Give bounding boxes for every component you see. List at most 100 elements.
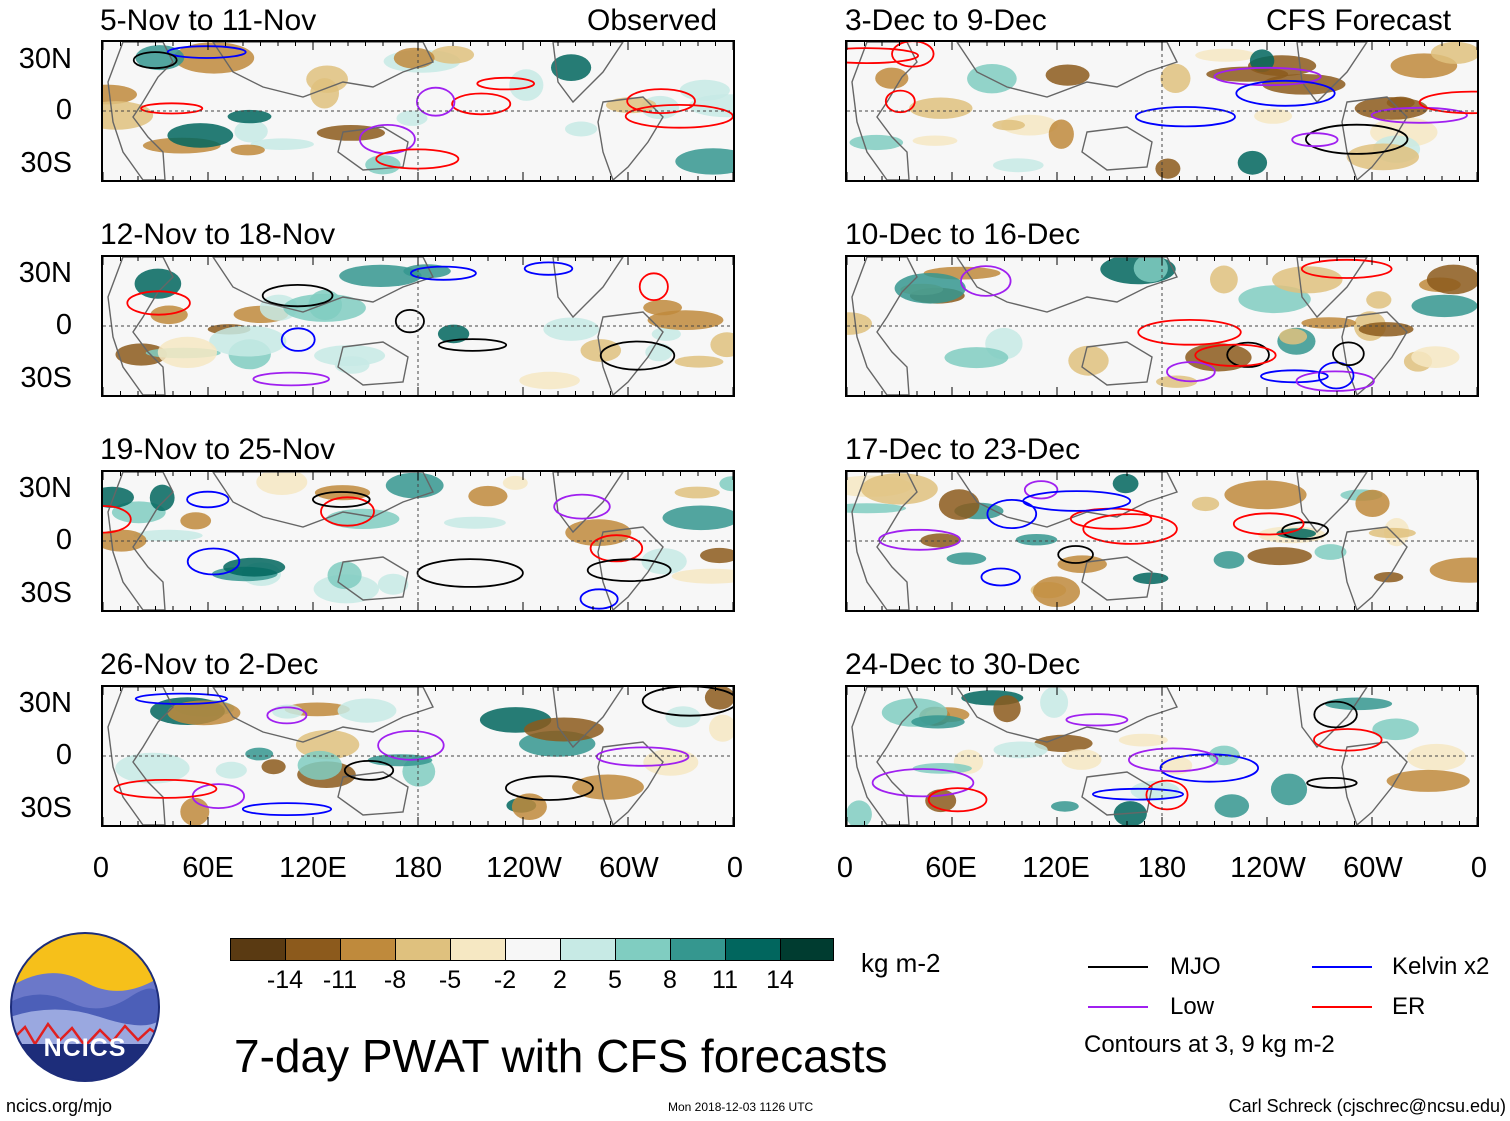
colorbar-tick: -5 xyxy=(438,966,462,994)
wave-contour xyxy=(1145,779,1189,811)
wave-contour xyxy=(126,290,191,316)
coastline xyxy=(1341,96,1408,180)
map-panel-right-2 xyxy=(845,255,1479,397)
coastline xyxy=(956,687,1178,743)
wave-contour xyxy=(1318,361,1355,390)
anomaly-region xyxy=(849,134,904,151)
coastline xyxy=(1081,341,1153,386)
x-label-left-180: 180 xyxy=(393,852,443,884)
coastline xyxy=(337,126,409,171)
wave-contour xyxy=(1235,79,1336,107)
anomaly-region xyxy=(1191,496,1220,512)
anomaly-region xyxy=(1045,64,1090,86)
anomaly-region xyxy=(393,47,435,69)
coastline xyxy=(1081,771,1153,816)
anomaly-region xyxy=(261,759,286,775)
anomaly-region xyxy=(1068,345,1109,376)
anomaly-region xyxy=(1214,794,1250,818)
coastline xyxy=(107,687,174,825)
anomaly-region xyxy=(326,508,400,529)
coastline xyxy=(107,257,174,395)
colorbar-box-10 xyxy=(725,938,781,961)
anomaly-region xyxy=(911,715,965,729)
x-label-left-60w: 60W xyxy=(599,852,659,884)
colorbar-tick: 8 xyxy=(663,966,677,994)
anomaly-region xyxy=(297,750,342,780)
anomaly-region xyxy=(1160,63,1191,93)
wave-contour xyxy=(437,338,508,352)
wave-contour xyxy=(960,265,1012,297)
coastline xyxy=(212,687,434,743)
coastline xyxy=(552,42,624,104)
wave-contour xyxy=(589,534,644,563)
colorbar-tick: 14 xyxy=(766,966,794,994)
wave-contour xyxy=(1137,319,1242,346)
x-label-left-120w: 120W xyxy=(486,852,562,884)
wave-contour xyxy=(134,692,229,705)
coastline xyxy=(337,341,409,386)
map-canvas xyxy=(103,257,733,395)
anomaly-region xyxy=(1061,749,1102,770)
anomaly-region xyxy=(1430,42,1477,64)
anomaly-region xyxy=(157,336,217,368)
wave-contour xyxy=(416,86,456,117)
anomaly-region xyxy=(543,317,599,341)
ncics-logo-emblem xyxy=(10,932,160,1082)
anomaly-region xyxy=(133,529,203,542)
wave-contour xyxy=(638,272,669,302)
coastline xyxy=(851,687,918,825)
anomaly-region xyxy=(1406,743,1467,771)
anomaly-region xyxy=(103,486,134,508)
anomaly-region xyxy=(230,144,265,156)
map-canvas xyxy=(847,257,1477,395)
wave-contour xyxy=(320,496,375,527)
wave-contour xyxy=(1166,361,1216,383)
y-label-eq-1: 0 xyxy=(55,94,72,126)
anomaly-region xyxy=(675,148,733,175)
wave-contour xyxy=(1134,106,1236,128)
anomaly-region xyxy=(283,293,366,322)
anomaly-region xyxy=(1426,264,1477,295)
map-canvas xyxy=(103,472,733,610)
anomaly-region xyxy=(1272,266,1343,294)
y-label-eq-2: 0 xyxy=(55,309,72,341)
coastline xyxy=(1341,311,1408,395)
x-label-right-120e: 120E xyxy=(1022,852,1090,884)
wave-contour xyxy=(1065,713,1129,727)
wave-contour xyxy=(261,283,334,308)
coastline xyxy=(552,687,624,749)
map-canvas xyxy=(847,472,1477,610)
wave-contour xyxy=(1305,123,1409,155)
y-label-30s-4: 30S xyxy=(20,792,72,824)
right-panel-1-period: 3-Dec to 9-Dec xyxy=(845,4,1047,37)
wave-contour xyxy=(980,567,1021,587)
map-panel-right-3 xyxy=(845,470,1479,612)
ncics-logo-text: NCICS xyxy=(43,1034,127,1062)
legend-contour-note: Contours at 3, 9 kg m-2 xyxy=(1084,1031,1335,1058)
anomaly-region xyxy=(875,67,909,89)
colorbar-box-2 xyxy=(285,938,341,961)
y-label-30n-2: 30N xyxy=(18,257,72,289)
legend-kelvin-line xyxy=(1312,966,1372,968)
coastline xyxy=(597,741,664,825)
wave-contour xyxy=(1226,341,1270,368)
wave-contour xyxy=(624,104,733,129)
legend-low-line xyxy=(1088,1006,1148,1008)
map-panel-left-3 xyxy=(101,470,735,612)
coastline xyxy=(851,42,918,180)
anomaly-region xyxy=(468,485,508,507)
anomaly-region xyxy=(674,355,724,368)
map-canvas xyxy=(847,42,1477,180)
anomaly-region xyxy=(511,793,547,820)
wave-contour xyxy=(1057,545,1094,564)
anomaly-region xyxy=(1051,801,1079,812)
colorbar-tick: -11 xyxy=(322,966,358,994)
coastline xyxy=(956,257,1178,313)
anomaly-region xyxy=(1324,697,1393,711)
y-label-30n-4: 30N xyxy=(18,687,72,719)
anomaly-region xyxy=(245,747,274,761)
coastline xyxy=(1341,526,1408,610)
coastline xyxy=(552,257,624,319)
anomaly-region xyxy=(1118,733,1168,747)
anomaly-region xyxy=(149,484,175,511)
